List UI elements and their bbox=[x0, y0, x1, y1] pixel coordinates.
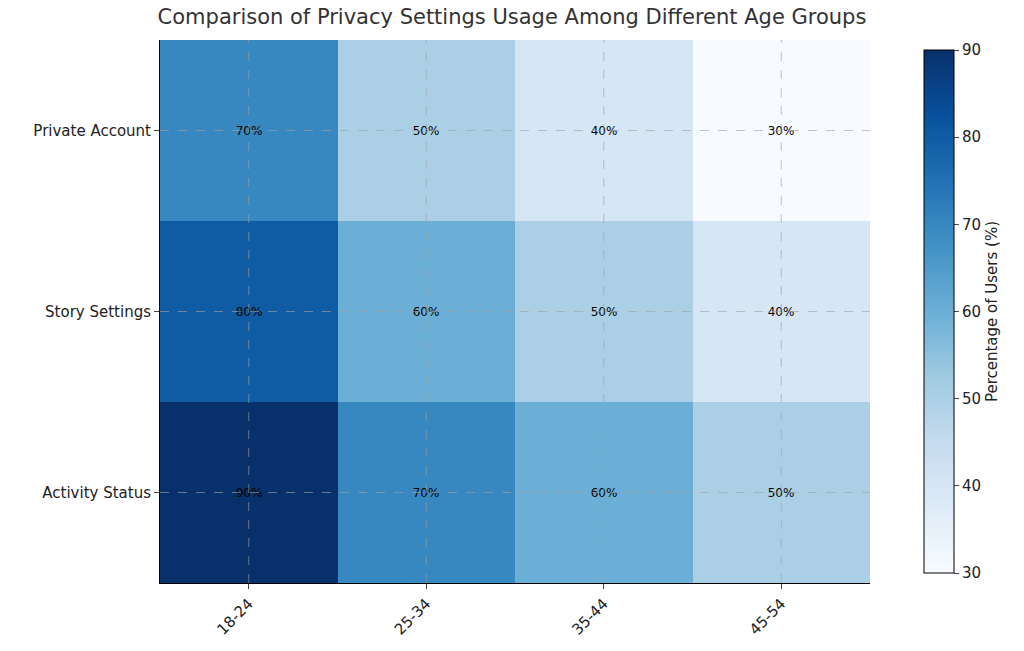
svg-text:Private Account: Private Account bbox=[33, 122, 151, 140]
svg-text:40%: 40% bbox=[591, 124, 618, 138]
svg-text:60%: 60% bbox=[591, 486, 618, 500]
svg-text:70%: 70% bbox=[413, 486, 440, 500]
svg-text:50%: 50% bbox=[768, 486, 795, 500]
svg-text:70: 70 bbox=[962, 216, 981, 234]
svg-text:Activity Status: Activity Status bbox=[42, 484, 151, 502]
svg-text:35-44: 35-44 bbox=[568, 595, 612, 639]
svg-text:Percentage of Users (%): Percentage of Users (%) bbox=[983, 221, 1001, 402]
svg-text:80%: 80% bbox=[236, 305, 263, 319]
svg-text:60%: 60% bbox=[413, 305, 440, 319]
svg-text:50%: 50% bbox=[591, 305, 618, 319]
svg-text:Story Settings: Story Settings bbox=[45, 303, 151, 321]
svg-text:50%: 50% bbox=[413, 124, 440, 138]
svg-text:30%: 30% bbox=[768, 124, 795, 138]
svg-text:45-54: 45-54 bbox=[746, 595, 790, 639]
svg-text:25-34: 25-34 bbox=[391, 595, 435, 639]
svg-text:90%: 90% bbox=[236, 486, 263, 500]
svg-text:90: 90 bbox=[962, 41, 981, 59]
svg-text:60: 60 bbox=[962, 303, 981, 321]
svg-text:40: 40 bbox=[962, 477, 981, 495]
svg-text:40%: 40% bbox=[768, 305, 795, 319]
svg-text:50: 50 bbox=[962, 390, 981, 408]
svg-text:30: 30 bbox=[962, 564, 981, 582]
svg-text:70%: 70% bbox=[236, 124, 263, 138]
svg-text:18-24: 18-24 bbox=[213, 595, 257, 639]
svg-text:80: 80 bbox=[962, 128, 981, 146]
svg-text:Comparison of Privacy Settings: Comparison of Privacy Settings Usage Amo… bbox=[158, 5, 867, 29]
